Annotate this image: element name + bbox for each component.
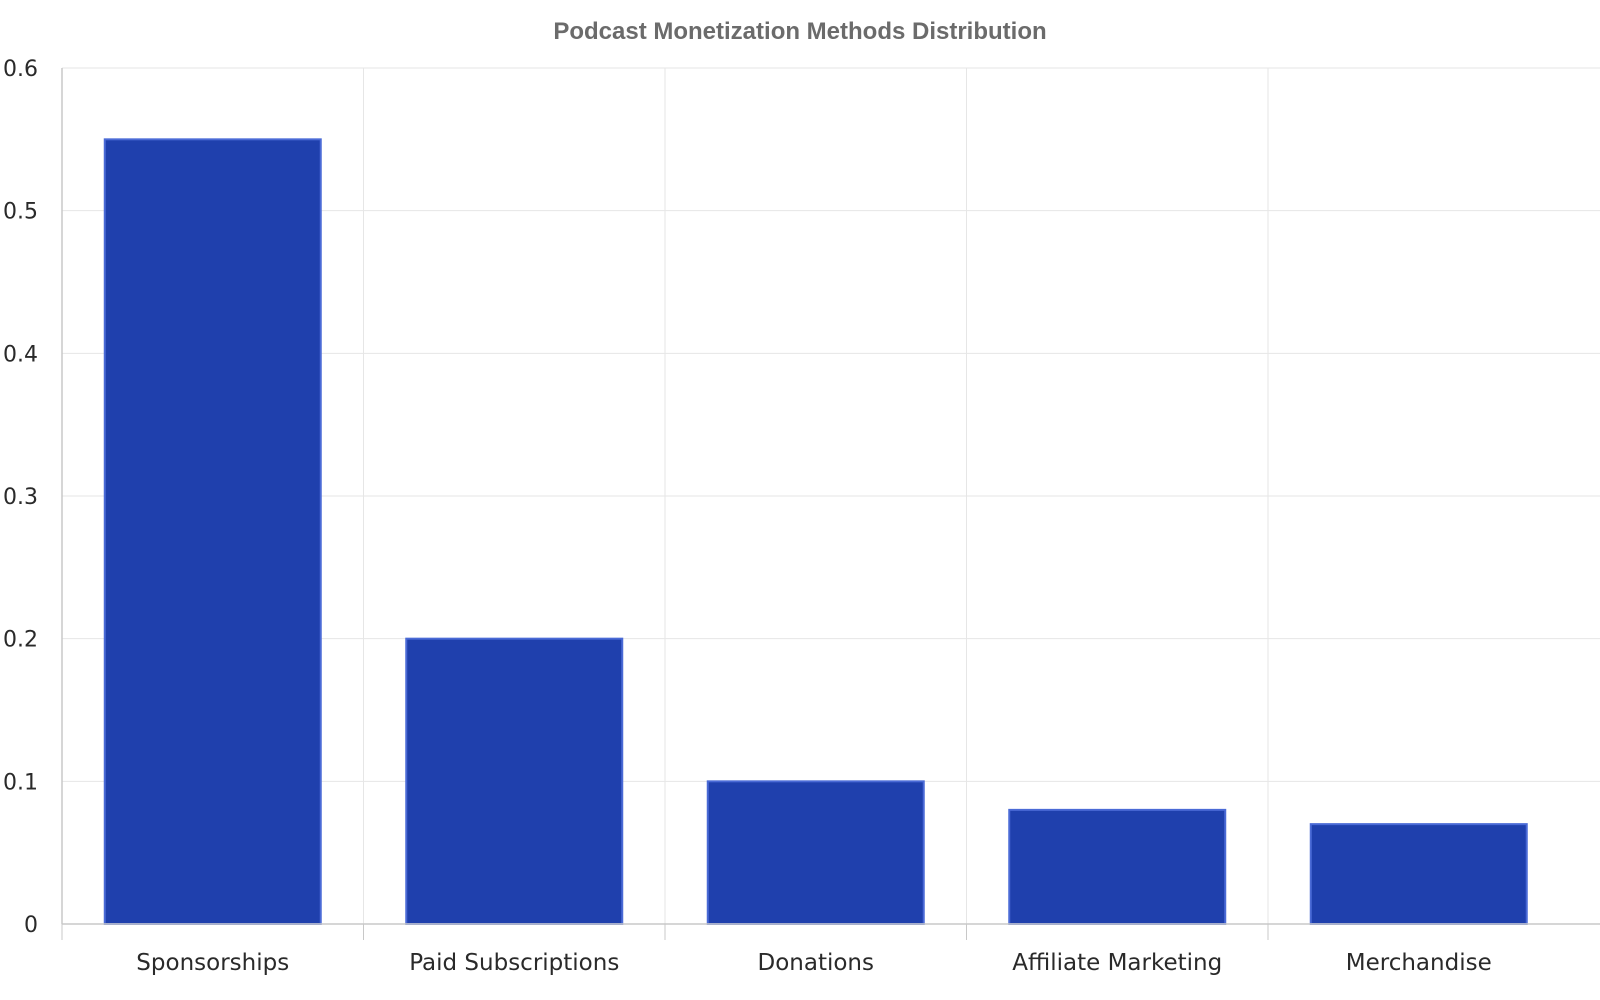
bar[interactable]	[1008, 808, 1227, 925]
y-tick-label: 0.1	[3, 770, 38, 795]
chart-title: Podcast Monetization Methods Distributio…	[553, 18, 1047, 45]
axes	[61, 68, 1600, 940]
x-tick-label: Paid Subscriptions	[409, 950, 619, 976]
bar[interactable]	[706, 780, 925, 925]
y-tick-label: 0	[24, 913, 38, 938]
bars	[103, 138, 1528, 926]
x-tick-label: Merchandise	[1346, 950, 1492, 976]
bar[interactable]	[103, 138, 322, 926]
y-tick-label: 0.6	[3, 57, 38, 82]
y-tick-label: 0.5	[3, 200, 38, 225]
x-tick-label: Affiliate Marketing	[1012, 950, 1222, 976]
x-tick-label: Donations	[758, 950, 875, 976]
y-tick-labels: 0 0.1 0.2 0.3 0.4 0.5 0.6	[3, 57, 38, 938]
y-tick-label: 0.3	[3, 485, 38, 510]
bar[interactable]	[405, 637, 624, 926]
bar[interactable]	[1309, 823, 1528, 926]
y-tick-label: 0.2	[3, 628, 38, 653]
x-tick-label: Sponsorships	[136, 950, 289, 976]
x-tick-labels: Sponsorships Paid Subscriptions Donations A…	[136, 950, 1491, 976]
y-tick-label: 0.4	[3, 342, 38, 367]
